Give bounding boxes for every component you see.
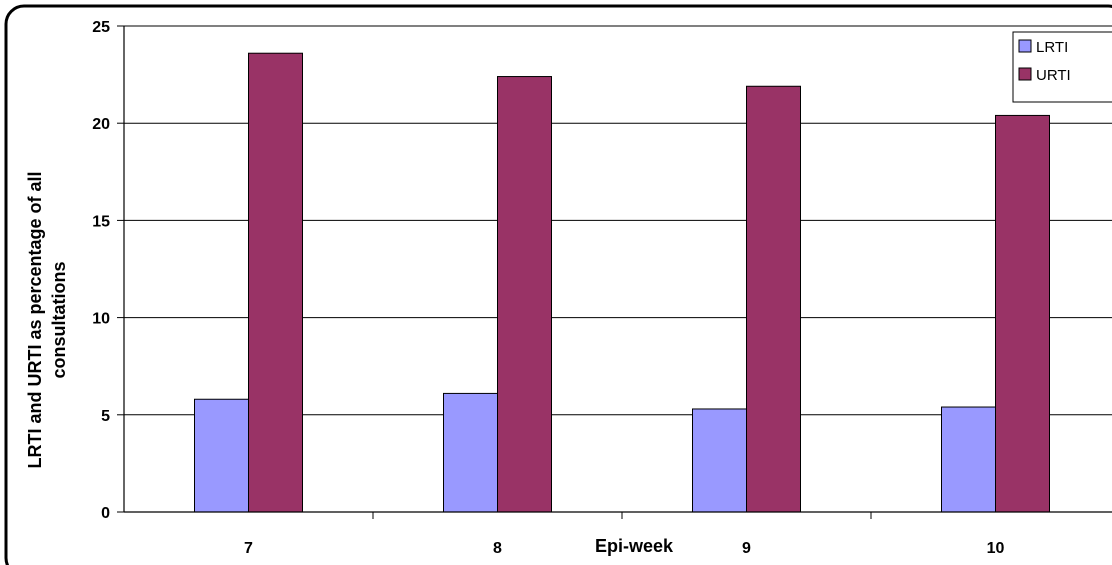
x-axis-title: Epi-week	[595, 536, 674, 556]
bar-lrti-week-7	[194, 398, 249, 513]
x-tick-label: 8	[493, 540, 502, 557]
legend-label-urti: URTI	[1036, 67, 1071, 84]
bar-urti-week-7	[248, 52, 303, 513]
x-tick-label: 7	[244, 540, 253, 557]
legend-label-lrti: LRTI	[1036, 39, 1068, 56]
bar-lrti-week-9	[692, 408, 747, 513]
axes	[117, 25, 1112, 519]
y-tick-label: 20	[92, 116, 110, 133]
legend-swatch-urti	[1018, 67, 1032, 81]
tick-labels: 0 5 10 15 20 25 7 8 9 10	[92, 19, 1004, 557]
bar-lrti-week-10	[941, 406, 996, 513]
y-tick-label: 25	[92, 19, 110, 36]
bar-lrti-week-8	[443, 392, 498, 513]
y-axis-title-line-1: LRTI and URTI as percentage of all	[25, 171, 45, 468]
x-tick-label: 9	[742, 540, 751, 557]
y-tick-label: 15	[92, 213, 110, 230]
bar-urti-week-10	[995, 114, 1050, 513]
bar-urti-week-9	[746, 85, 801, 513]
bar-urti-week-8	[497, 76, 552, 513]
legend: LRTI URTI	[1012, 31, 1112, 103]
bars	[194, 52, 1050, 513]
legend-swatch-lrti	[1018, 39, 1032, 53]
y-axis-title: LRTI and URTI as percentage of all consu…	[25, 171, 69, 468]
y-tick-label: 10	[92, 311, 110, 328]
y-axis-title-line-2: consultations	[49, 261, 69, 378]
x-tick-label: 10	[987, 540, 1005, 557]
y-tick-label: 5	[101, 408, 110, 425]
y-tick-label: 0	[101, 505, 110, 522]
